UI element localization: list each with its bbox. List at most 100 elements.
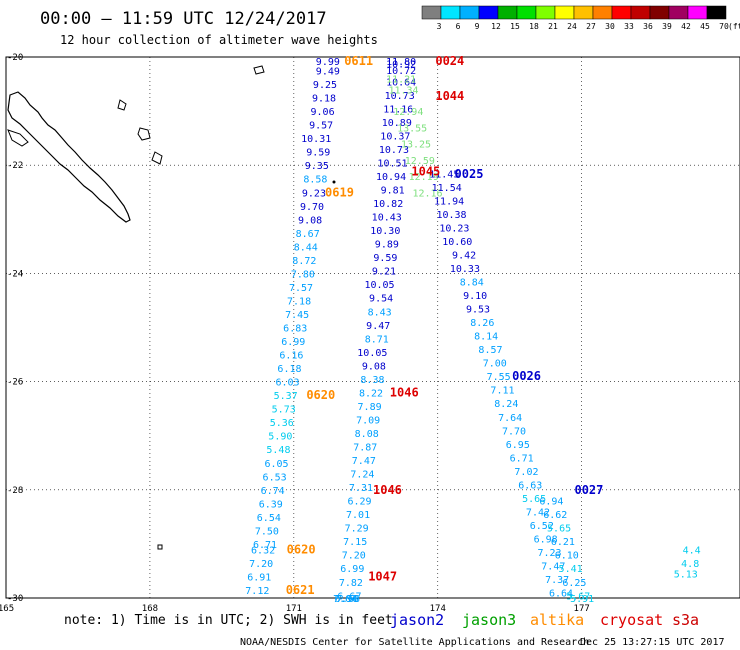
colorbar-swatch — [440, 5, 461, 20]
plot-area: 165 168 171 174 177-20-22-24-26-28-30 9.999.… — [0, 53, 740, 614]
coastline-islet-b — [117, 99, 127, 111]
wave-height-value: 9.81 — [381, 186, 405, 197]
wave-height-value: 9.99 — [316, 57, 340, 68]
colorbar-label: 42 — [681, 22, 691, 31]
wave-height-value: 6.18 — [277, 364, 301, 375]
wave-height-value: 5.65 — [522, 494, 546, 505]
wave-height-value: 6.54 — [257, 513, 281, 524]
colorbar-label: 36 — [643, 22, 653, 31]
wave-height-value: 5.73 — [272, 405, 296, 416]
colorbar-label: 15 — [510, 22, 520, 31]
wave-height-value: 9.08 — [362, 361, 386, 372]
wave-height-value: 11.94 — [434, 196, 464, 207]
wave-height-value: 11.80 — [386, 57, 416, 68]
colorbar-swatch — [630, 5, 651, 20]
satellite-legend: jason2 jason3 altika cryosat s3a — [390, 611, 699, 629]
wave-height-value: 7.47 — [541, 562, 565, 573]
colorbar-label: 12 — [491, 22, 501, 31]
satellite-legend-altika: altika — [530, 611, 584, 629]
wave-height-value: 7.23 — [537, 548, 561, 559]
pass-time-label: 0619 — [325, 185, 354, 199]
wave-height-value: 8.58 — [303, 175, 327, 186]
wave-height-value: 10.38 — [436, 210, 466, 221]
wave-height-value: 5.65 — [547, 524, 571, 535]
coastline-islet-d — [151, 151, 163, 165]
wave-height-value: 11.54 — [432, 183, 462, 194]
wave-height-value: 9.49 — [316, 67, 340, 78]
pass-time-label: 1045 — [411, 165, 440, 179]
wave-height-value: 10.82 — [373, 199, 403, 210]
coastline-new-caledonia — [7, 91, 131, 223]
coastline-islet-e — [253, 65, 265, 75]
wave-height-value: 7.11 — [490, 386, 514, 397]
wave-height-value: 7.15 — [343, 537, 367, 548]
colorbar-label: 39 — [662, 22, 672, 31]
wave-height-value: 9.18 — [312, 94, 336, 105]
colorbar-swatch — [573, 5, 594, 20]
wave-height-value: 7.00 — [483, 359, 507, 370]
pass-time-label: 0024 — [435, 54, 464, 68]
wave-height-value: 10.31 — [301, 134, 331, 145]
track-track-e: 6.94 6.62 5.65 6.21 6.10 5.41 6.25 5.675.91 5.13… — [539, 497, 700, 605]
wave-height-value: 6.91 — [247, 572, 271, 583]
colorbar-label: 30 — [605, 22, 615, 31]
wave-height-value: 6.95 — [506, 440, 530, 451]
wave-height-value: 6.74 — [261, 486, 285, 497]
wave-height-value: 7.20 — [249, 559, 273, 570]
colorbar-swatch — [668, 5, 689, 20]
chart-subtitle: 12 hour collection of altimeter wave hei… — [60, 33, 378, 47]
wave-height-value: 5.67 — [566, 591, 590, 602]
wave-height-value: 6.63 — [518, 480, 542, 491]
wave-height-value: 9.47 — [366, 321, 390, 332]
wave-height-value: 10.30 — [370, 226, 400, 237]
wave-height-value: 8.67 — [296, 229, 320, 240]
wave-height-value: 8.14 — [474, 332, 498, 343]
y-tick-label: -26 — [7, 378, 23, 388]
wave-height-value: 9.59 — [306, 148, 330, 159]
coastline-islet-f — [157, 544, 163, 550]
wave-height-value: 7.31 — [349, 483, 373, 494]
pass-time-label: 0611 — [344, 54, 373, 68]
wave-height-value: 7.82 — [339, 578, 363, 589]
wave-height-value: 11.45 — [429, 169, 459, 180]
x-tick-label: 177 — [574, 604, 590, 614]
wave-height-value: 12.16 — [412, 188, 442, 199]
wave-height-value: 7.24 — [350, 470, 374, 481]
wave-height-value: 10.05 — [364, 280, 394, 291]
wave-height-value: 7.12 — [245, 586, 269, 597]
track-track-d: 11.45 11.54 11.94 10.38 10.23 10.60 9.42 10.33 8… — [429, 169, 573, 599]
wave-height-value: 8.84 — [460, 278, 484, 289]
wave-height-value: 7.18 — [287, 296, 311, 307]
colorbar-swatch — [706, 5, 727, 20]
wave-height-value: 6.25 — [562, 578, 586, 589]
wave-height-value: 12.19 — [409, 172, 439, 183]
colorbar-swatch — [421, 5, 442, 20]
wave-height-value: 13.55 — [397, 123, 427, 134]
wave-height-value: 8.71 — [365, 334, 389, 345]
wave-height-value: 12.59 — [405, 156, 435, 167]
wave-height-value: 10.33 — [450, 264, 480, 275]
wave-height-value: 10.43 — [372, 213, 402, 224]
y-tick-label: -30 — [7, 594, 23, 604]
x-tick-label: 168 — [142, 604, 158, 614]
colorbar-label: 9 — [475, 22, 480, 31]
colorbar-swatch — [611, 5, 632, 20]
colorbar-label: (ft) — [728, 22, 740, 31]
wave-height-value: 6.16 — [279, 351, 303, 362]
wave-height-value: 7.01 — [346, 510, 370, 521]
colorbar-swatch — [687, 5, 708, 20]
wave-height-value: 6.99 — [281, 337, 305, 348]
wave-height-value: 7.09 — [356, 415, 380, 426]
wave-height-value: 7.57 — [289, 283, 313, 294]
wave-height-value: 10.60 — [442, 237, 472, 248]
pass-time-label: 0027 — [574, 483, 603, 497]
wave-height-value: 9.53 — [466, 305, 490, 316]
wave-height-value: 6.53 — [263, 472, 287, 483]
wave-height-value: 7.02 — [514, 467, 538, 478]
wave-height-value: 9.25 — [313, 80, 337, 91]
wave-height-value: 6.98 — [335, 594, 359, 605]
wave-height-value: 6.29 — [347, 497, 371, 508]
